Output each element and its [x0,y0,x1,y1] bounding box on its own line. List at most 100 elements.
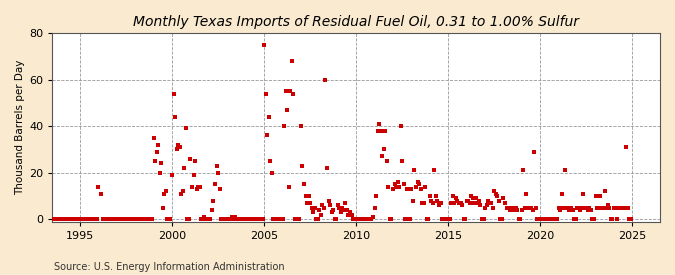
Point [319,205,329,210]
Point [108,217,119,222]
Point [300,194,311,198]
Point [273,217,284,222]
Point [410,185,421,189]
Point [107,217,117,222]
Point [326,210,337,214]
Point [113,217,124,222]
Point [573,205,584,210]
Point [291,217,302,222]
Point [200,217,211,222]
Point [391,185,402,189]
Point [541,217,552,222]
Point [174,145,185,149]
Point [531,205,541,210]
Point [533,217,544,222]
Point [281,108,292,112]
Point [207,208,217,212]
Point [216,217,227,222]
Point [605,217,616,222]
Point [472,201,483,205]
Point [596,205,607,210]
Point [296,124,306,128]
Point [448,194,458,198]
Point [398,182,409,187]
Point [500,201,510,205]
Point [144,217,155,222]
Point [481,203,492,208]
Point [426,199,437,203]
Point [313,217,323,222]
Point [274,217,285,222]
Point [162,217,173,222]
Point [354,217,364,222]
Point [133,217,144,222]
Point [228,217,239,222]
Point [90,217,101,222]
Point [329,217,340,222]
Point [294,217,305,222]
Point [402,187,412,191]
Point [443,217,454,222]
Point [612,217,622,222]
Point [121,217,132,222]
Point [191,187,202,191]
Point [510,205,521,210]
Point [495,217,506,222]
Point [520,205,531,210]
Point [460,217,470,222]
Point [203,217,214,222]
Point [317,203,328,208]
Point [261,91,271,96]
Point [589,217,599,222]
Point [93,185,104,189]
Point [581,205,592,210]
Point [96,192,107,196]
Point [554,205,564,210]
Point [182,217,193,222]
Point [403,217,414,222]
Point [337,205,348,210]
Point [360,217,371,222]
Point [192,185,203,189]
Point [504,208,515,212]
Point [416,201,427,205]
Point [256,217,267,222]
Point [463,199,474,203]
Point [348,217,358,222]
Point [423,217,434,222]
Point [461,199,472,203]
Point [122,217,133,222]
Point [518,168,529,173]
Point [217,217,228,222]
Point [564,208,575,212]
Point [622,205,633,210]
Point [385,217,396,222]
Point [561,205,572,210]
Point [196,217,207,222]
Point [250,217,261,222]
Point [190,159,200,163]
Point [352,217,363,222]
Point [236,217,246,222]
Point [117,217,128,222]
Point [226,215,237,219]
Point [251,217,262,222]
Point [538,217,549,222]
Point [111,217,122,222]
Point [345,210,356,214]
Point [99,217,110,222]
Point [556,192,567,196]
Point [593,205,604,210]
Point [457,203,468,208]
Point [514,217,524,222]
Point [211,164,222,168]
Point [161,189,171,194]
Point [280,89,291,94]
Point [363,217,374,222]
Point [487,205,498,210]
Point [599,189,610,194]
Point [62,217,73,222]
Point [529,150,539,154]
Point [275,217,286,222]
Point [572,205,583,210]
